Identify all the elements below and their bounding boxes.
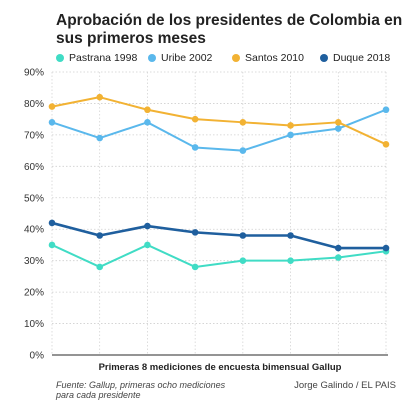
legend-dot-pastrana [56,54,64,62]
series-4-point [191,229,199,236]
source-line-2: para cada presidente [56,390,141,400]
series-2-point [144,119,151,126]
y-tick-label: 30% [24,256,44,267]
y-tick-label: 50% [24,193,44,204]
series-line-2 [51,108,387,152]
series-3-point [144,106,151,114]
series-line-3 [51,96,387,146]
legend-label-uribe: Uribe 2002 [161,52,213,64]
legend-item-duque: Duque 2018 [320,51,390,65]
series-line-4 [51,221,386,250]
chart-legend: Pastrana 1998 Uribe 2002 Santos 2010 Duq… [56,51,412,65]
legend-label-santos: Santos 2010 [245,52,304,64]
y-tick-label: 70% [24,130,44,141]
legend-item-pastrana: Pastrana 1998 [56,51,137,65]
author-credit: Jorge Galindo / EL PAIS [294,380,396,391]
chart-title: Aprobación de los presidentes de Colombi… [56,12,403,47]
series-2-point [239,147,247,154]
series-2-point [191,144,199,151]
series-1-point [334,254,342,261]
series-3-point [191,115,199,123]
source-line-1: Fuente: Gallup, primeras ocho mediciones [56,380,226,390]
series-1-point [96,263,104,271]
series-1-point [144,241,151,249]
y-tick-label: 80% [24,99,44,110]
legend-label-duque: Duque 2018 [333,52,391,64]
series-3-point [334,119,342,126]
series-3-point [96,93,104,101]
y-tick-label: 20% [24,288,44,299]
series-4-point [334,244,342,252]
series-2-point [48,119,56,126]
series-4-point [96,232,104,239]
series-4-point [382,244,390,252]
y-tick-label: 60% [24,162,44,173]
series-4-point [48,219,56,227]
legend-label-pastrana: Pastrana 1998 [69,52,138,64]
legend-item-uribe: Uribe 2002 [148,51,212,65]
series-2-point [96,134,104,142]
series-3-point [239,119,247,126]
y-tick-label: 10% [24,319,44,330]
legend-item-santos: Santos 2010 [232,51,304,65]
series-2-point [287,131,294,139]
series-4-point [287,232,294,239]
y-tick-label: 0% [30,351,45,362]
y-tick-label: 40% [24,225,44,236]
legend-dot-santos [232,54,240,62]
series-2-point [382,106,390,114]
series-2-point [334,125,342,132]
legend-dot-duque [320,54,328,62]
y-tick-label: 90% [24,68,44,79]
series-1-point [239,257,247,264]
series-4-point [239,232,247,239]
series-line-1 [51,243,387,268]
series-1-point [48,241,56,249]
series-1-point [287,257,294,264]
x-axis-label: Primeras 8 mediciones de encuesta bimens… [99,362,342,373]
series-1-point [191,263,199,271]
series-3-point [48,103,56,110]
series-3-point [382,141,390,148]
series-3-point [287,122,294,129]
legend-dot-uribe [148,54,156,62]
source-note: Fuente: Gallup, primeras ocho mediciones… [56,380,256,400]
series-4-point [144,222,151,230]
